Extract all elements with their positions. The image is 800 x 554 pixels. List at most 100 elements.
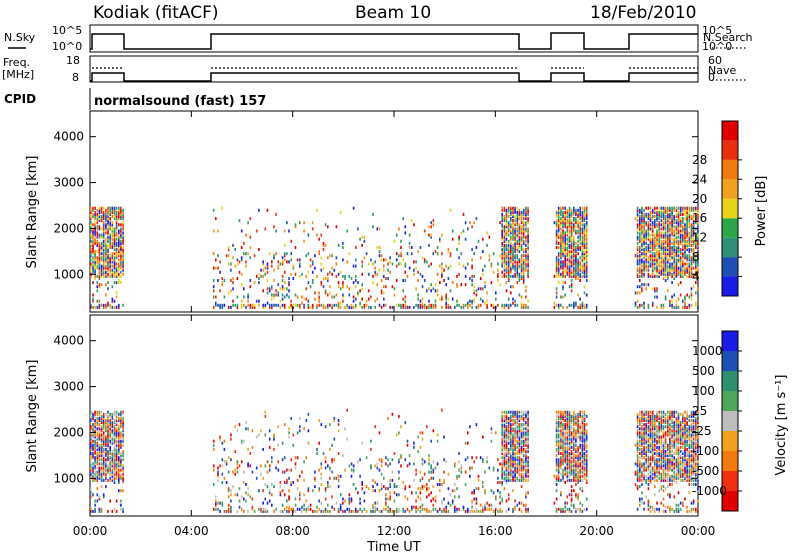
range-gate-cell	[118, 425, 120, 429]
range-gate-cell	[113, 239, 116, 243]
range-gate-cell	[518, 458, 521, 462]
range-gate-cell	[692, 243, 695, 247]
range-gate-cell	[109, 217, 111, 221]
range-gate-cell	[673, 305, 675, 309]
range-gate-cell	[577, 458, 579, 462]
range-gate-cell	[389, 495, 391, 499]
range-gate-cell	[516, 419, 519, 422]
range-gate-cell	[109, 262, 111, 266]
range-gate-cell	[581, 433, 584, 437]
range-gate-cell	[294, 223, 297, 227]
range-gate-cell	[307, 252, 310, 256]
range-gate-cell	[525, 256, 527, 260]
range-gate-cell	[684, 297, 686, 301]
range-gate-cell	[568, 303, 571, 307]
range-gate-cell	[516, 250, 519, 254]
range-gate-cell	[684, 241, 686, 245]
range-gate-cell	[335, 262, 338, 266]
range-gate-cell	[671, 212, 673, 216]
range-gate-cell	[585, 225, 588, 229]
range-gate-cell	[682, 299, 684, 303]
range-gate-cell	[510, 431, 512, 435]
range-gate-cell	[111, 237, 114, 241]
range-gate-cell	[100, 468, 103, 472]
range-gate-cell	[516, 256, 519, 260]
range-gate-cell	[96, 264, 99, 268]
range-gate-cell	[363, 491, 366, 495]
range-gate-cell	[669, 268, 671, 272]
range-gate-cell	[505, 237, 508, 241]
range-gate-cell	[299, 303, 301, 307]
range-gate-cell	[111, 458, 114, 462]
range-gate-cell	[695, 239, 697, 243]
range-gate-cell	[525, 262, 527, 266]
range-gate-cell	[581, 305, 584, 309]
range-gate-cell	[486, 501, 488, 505]
range-gate-cell	[120, 208, 122, 212]
range-gate-cell	[570, 285, 573, 289]
range-gate-cell	[697, 256, 699, 260]
range-gate-cell	[251, 470, 254, 474]
range-gate-cell	[518, 266, 521, 270]
range-gate-cell	[507, 258, 510, 262]
range-gate-cell	[688, 248, 691, 251]
range-gate-cell	[566, 437, 569, 441]
range-gate-cell	[514, 254, 516, 258]
range-gate-cell	[221, 464, 224, 468]
range-gate-cell	[428, 509, 430, 513]
range-gate-cell	[671, 241, 673, 245]
range-gate-cell	[376, 483, 379, 486]
range-gate-cell	[120, 464, 122, 468]
range-gate-cell	[656, 262, 658, 266]
range-gate-cell	[122, 452, 124, 455]
range-gate-cell	[651, 256, 654, 260]
range-gate-cell	[581, 443, 584, 447]
range-gate-cell	[566, 443, 569, 447]
range-gate-cell	[113, 466, 116, 470]
range-gate-cell	[105, 246, 107, 249]
range-gate-cell	[560, 221, 562, 225]
range-gate-cell	[555, 441, 558, 445]
range-gate-cell	[467, 509, 469, 513]
range-gate-cell	[664, 262, 667, 266]
range-gate-cell	[514, 219, 516, 223]
range-gate-cell	[120, 458, 122, 462]
range-gate-cell	[527, 299, 529, 303]
range-gate-cell	[322, 241, 325, 245]
range-gate-cell	[96, 452, 99, 455]
range-gate-cell	[307, 305, 310, 309]
range-gate-cell	[118, 474, 120, 478]
range-gate-cell	[649, 217, 652, 221]
range-gate-cell	[311, 509, 314, 513]
range-gate-cell	[107, 274, 109, 278]
range-gate-cell	[564, 264, 566, 268]
range-gate-cell	[243, 497, 245, 501]
range-gate-cell	[579, 425, 581, 429]
range-gate-cell	[501, 464, 503, 468]
range-gate-cell	[697, 266, 699, 270]
range-gate-cell	[111, 429, 114, 433]
range-gate-cell	[314, 470, 316, 474]
range-gate-cell	[102, 414, 105, 418]
range-gate-cell	[288, 497, 290, 501]
range-gate-cell	[654, 221, 656, 225]
range-gate-cell	[645, 233, 647, 237]
range-gate-cell	[581, 246, 584, 249]
range-gate-cell	[273, 437, 275, 441]
range-gate-cell	[577, 248, 579, 251]
range-gate-cell	[560, 452, 562, 455]
range-gate-cell	[673, 254, 675, 258]
range-gate-cell	[522, 210, 525, 214]
range-gate-cell	[109, 303, 111, 307]
range-gate-cell	[376, 246, 379, 249]
range-gate-cell	[115, 472, 118, 476]
range-gate-cell	[581, 503, 584, 507]
range-gate-cell	[527, 470, 529, 474]
range-gate-cell	[361, 243, 363, 247]
range-gate-cell	[673, 268, 675, 272]
range-gate-cell	[643, 208, 645, 212]
range-gate-cell	[667, 237, 669, 241]
range-gate-cell	[560, 274, 562, 278]
range-gate-cell	[428, 287, 430, 291]
range-gate-cell	[115, 435, 118, 439]
